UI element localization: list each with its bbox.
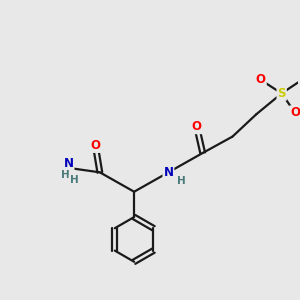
Text: N: N — [164, 166, 173, 179]
Text: O: O — [290, 106, 300, 119]
Text: O: O — [192, 120, 202, 133]
Text: H: H — [176, 176, 185, 186]
Text: N: N — [64, 157, 74, 170]
Text: S: S — [278, 87, 286, 100]
Text: H: H — [61, 170, 70, 180]
Text: O: O — [90, 139, 100, 152]
Text: H: H — [70, 176, 78, 185]
Text: O: O — [256, 74, 266, 86]
